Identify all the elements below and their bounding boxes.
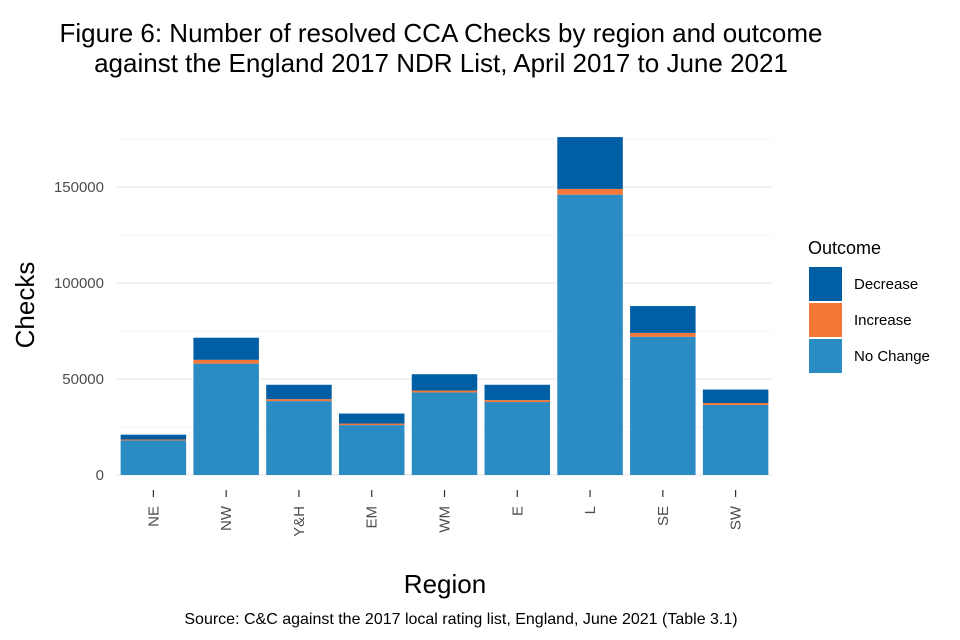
bar-increase-e [484,400,551,403]
bar-decrease-ne [120,434,187,440]
x-tick-label: Y&H [291,506,308,537]
bar-no-change-wm [411,392,478,475]
bar-increase-sw [702,403,769,405]
bar-no-change-l [557,194,623,475]
bar-decrease-e [484,384,551,401]
y-axis-title: Checks [10,262,40,349]
legend-title: Outcome [808,238,881,258]
y-tick-label: 100000 [54,275,104,292]
legend: Outcome Decrease Increase No Change [808,238,930,373]
bar-decrease-se [630,306,696,333]
y-tick-label: 150000 [54,179,104,196]
bar-decrease-nw [193,337,259,360]
bar-series [120,137,769,475]
chart-title-line-1: Figure 6: Number of resolved CCA Checks … [59,18,822,48]
bar-increase-se [630,332,696,337]
bar-increase-nw [193,359,259,364]
bar-no-change-yh [266,401,332,475]
bar-no-change-e [484,402,551,475]
legend-swatch-decrease [809,267,842,301]
bar-no-change-sw [702,404,769,475]
bar-no-change-em [338,425,405,475]
bar-decrease-em [338,413,405,424]
bar-increase-wm [411,390,478,393]
x-tick-label: SE [655,506,672,526]
x-axis-title: Region [404,569,486,599]
legend-label: Decrease [854,276,918,293]
x-tick-label: EM [364,506,381,529]
bar-no-change-ne [120,440,187,475]
x-tick-label: E [509,506,526,516]
bar-increase-yh [266,399,332,402]
y-tick-label: 50000 [62,371,104,388]
bar-decrease-sw [702,389,769,403]
bar-no-change-se [630,336,696,475]
bar-decrease-wm [411,374,478,391]
bar-increase-em [338,423,405,426]
legend-label: Increase [854,312,912,329]
x-tick-label: NW [218,505,235,531]
x-tick-label: SW [728,505,745,530]
y-tick-label: 0 [96,467,104,484]
chart-title-line-2: against the England 2017 NDR List, April… [94,48,788,78]
x-tick-label: WM [437,506,454,533]
bar-no-change-nw [193,363,259,475]
legend-swatch-increase [809,303,842,337]
x-axis-ticks: NE NW Y&H EM WM E L SE SW [145,490,745,537]
bar-decrease-yh [266,384,332,400]
bar-decrease-l [557,137,623,189]
bar-increase-ne [120,439,187,441]
source-caption: Source: C&C against the 2017 local ratin… [184,611,737,628]
bar-increase-l [557,188,623,195]
chart-title: Figure 6: Number of resolved CCA Checks … [59,18,822,78]
legend-label: No Change [854,348,930,365]
x-tick-label: L [582,506,599,514]
legend-swatch-no-change [809,339,842,373]
y-axis-ticks: 0 50000 100000 150000 [54,179,104,484]
x-tick-label: NE [145,506,162,527]
